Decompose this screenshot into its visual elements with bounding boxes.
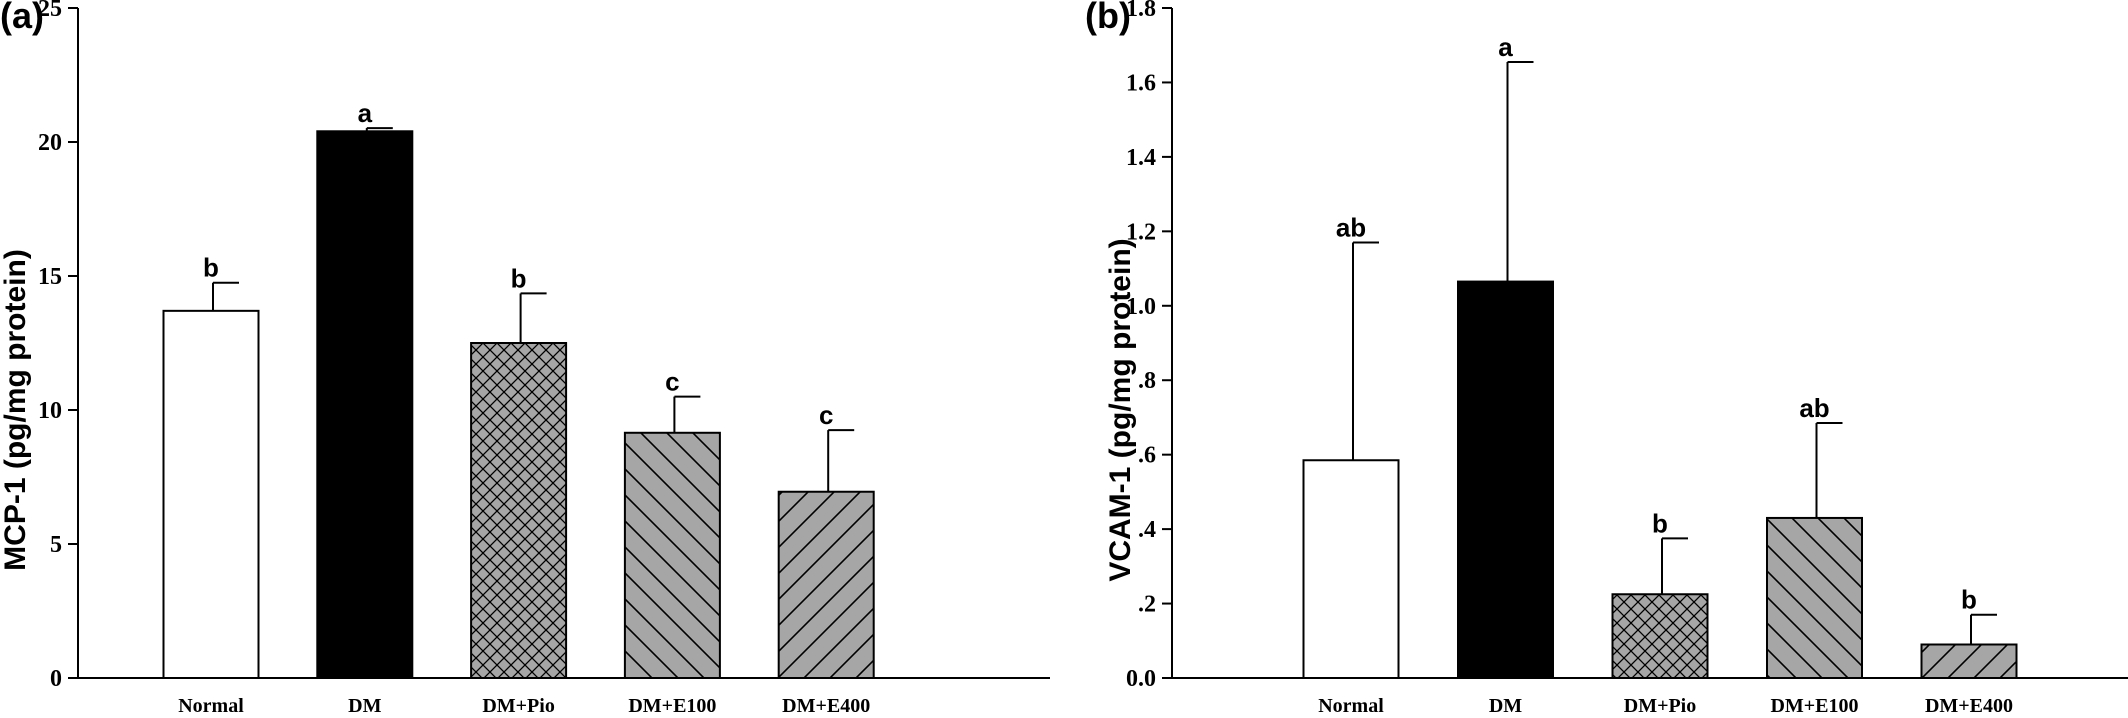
y-tick-label: 15 xyxy=(38,264,62,290)
y-tick-label: .6 xyxy=(1138,443,1156,469)
panel-a-chart: (a) MCP-1 (pg/mg protein) 0 5 10 15 20 25 b Nor… xyxy=(0,0,1050,717)
y-tick-label: .8 xyxy=(1138,368,1156,394)
panel-b-y-axis-label: VCAM-1 (pg/mg protein) xyxy=(1104,238,1137,581)
y-tick-label: 20 xyxy=(38,130,62,156)
y-tick-label: .4 xyxy=(1138,517,1156,543)
bar-normal xyxy=(162,309,260,679)
significance-label: b xyxy=(203,253,219,283)
x-tick-label: Normal xyxy=(178,695,244,717)
x-tick-label: DM+E100 xyxy=(1770,695,1858,717)
panel-a-y-axis-label: MCP-1 (pg/mg protein) xyxy=(0,249,32,571)
panel-b-plot: 0.0 .2 .4 .6 .8 1.0 1.2 1.4 1.6 1.8 ab Normal a DM b DM… xyxy=(1126,0,2128,717)
x-tick-label: DM+Pio xyxy=(1624,695,1697,717)
bar-dm-pio xyxy=(470,342,568,679)
significance-label: ab xyxy=(1799,393,1829,423)
y-tick-label: 1.2 xyxy=(1126,219,1156,245)
significance-label: b xyxy=(1961,585,1977,615)
bar-dm-pio xyxy=(1611,593,1709,679)
y-tick-label: .2 xyxy=(1138,592,1156,618)
panel-b-label: (b) xyxy=(1085,0,1131,36)
y-tick-label: 1.8 xyxy=(1126,0,1156,22)
x-tick-label: DM+E400 xyxy=(1925,695,2013,717)
y-tick-label: 0.0 xyxy=(1126,666,1156,692)
significance-label: c xyxy=(819,400,833,430)
significance-label: b xyxy=(511,263,527,293)
y-tick-label: 25 xyxy=(38,0,62,22)
y-tick-label: 1.0 xyxy=(1126,294,1156,320)
bar-dm-e100 xyxy=(1766,516,1863,680)
bar-dm-e400 xyxy=(1920,643,2018,679)
y-tick-label: 5 xyxy=(50,532,62,558)
significance-label: a xyxy=(358,98,373,128)
y-tick-label: 0 xyxy=(50,666,62,692)
significance-label: b xyxy=(1652,508,1668,538)
bar-dm xyxy=(316,130,414,679)
x-tick-label: DM xyxy=(348,695,381,717)
bar-dm xyxy=(1457,280,1554,679)
bar-normal xyxy=(1302,459,1400,679)
significance-label: c xyxy=(665,367,679,397)
bar-dm-e400 xyxy=(777,490,875,679)
y-tick-label: 1.4 xyxy=(1126,145,1156,171)
y-tick-label: 1.6 xyxy=(1126,70,1156,96)
panel-a-plot: 0 5 10 15 20 25 b Normal a DM b DM+Pio c DM+E100 c DM+E… xyxy=(38,0,1050,717)
x-tick-label: Normal xyxy=(1318,695,1384,717)
bar-dm-e100 xyxy=(623,431,721,679)
x-tick-label: DM xyxy=(1489,695,1522,717)
x-tick-label: DM+E100 xyxy=(628,695,716,717)
y-tick-label: 10 xyxy=(38,398,62,424)
significance-label: a xyxy=(1498,32,1513,62)
significance-label: ab xyxy=(1336,213,1366,243)
panel-b-chart: (b) VCAM-1 (pg/mg protein) 0.0 .2 .4 .6 .8 1.… xyxy=(1085,0,2128,717)
x-tick-label: DM+E400 xyxy=(782,695,870,717)
x-tick-label: DM+Pio xyxy=(482,695,555,717)
panel-a-label: (a) xyxy=(0,0,44,36)
